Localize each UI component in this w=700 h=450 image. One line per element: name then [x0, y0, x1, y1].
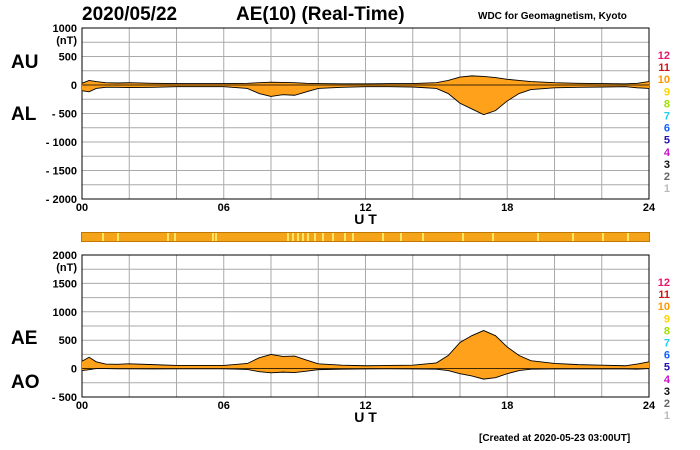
bottom-legend-station-1: 1 — [664, 410, 670, 422]
bottom-legend-station-5: 5 — [664, 362, 670, 374]
bottom-ae-line — [81, 330, 650, 367]
ao-label: AO — [11, 372, 40, 393]
top-ytick-label: - 500 — [52, 109, 77, 121]
bottom-legend-station-4: 4 — [664, 374, 671, 386]
bottom-legend-station-6: 6 — [664, 350, 670, 362]
top-xaxis-label: U T — [354, 211, 377, 227]
bottom-frame — [81, 254, 650, 398]
bottom-legend-station-10: 10 — [658, 301, 670, 313]
top-legend-station-3: 3 — [664, 159, 670, 171]
bottom-ytick-label: 1500 — [53, 278, 77, 290]
top-xtick-label: 00 — [76, 202, 88, 214]
top-ytick-label: - 2000 — [46, 194, 77, 206]
bottom-legend-station-11: 11 — [658, 289, 670, 301]
au-al-chart: 1000 500 0 - 500 - 1000 - 1500 - 2000 (nT) 00 06 1… — [46, 23, 671, 227]
top-xtick-label: 12 — [359, 202, 371, 214]
ae-label: AE — [11, 328, 38, 349]
top-ytick-label: 0 — [71, 80, 77, 92]
al-label: AL — [11, 104, 37, 125]
bottom-legend-station-3: 3 — [664, 386, 670, 398]
top-legend-station-10: 10 — [658, 74, 670, 86]
bottom-legend-station-12: 12 — [658, 277, 670, 289]
top-ytick-label: - 1500 — [46, 166, 77, 178]
bottom-legend-station-7: 7 — [664, 338, 670, 350]
top-legend-station-6: 6 — [664, 123, 670, 135]
bottom-ytick-label: 1000 — [53, 307, 77, 319]
bottom-xtick-label: 06 — [218, 400, 230, 412]
top-ytick-label: 1000 — [53, 23, 77, 35]
bottom-legend-station-9: 9 — [664, 313, 670, 325]
top-legend-station-2: 2 — [664, 171, 670, 183]
created-timestamp: [Created at 2020-05-23 03:00UT] — [479, 433, 631, 444]
top-xtick-label: 18 — [501, 202, 513, 214]
data-source: WDC for Geomagnetism, Kyoto — [478, 11, 627, 22]
chart-date: 2020/05/22 — [82, 4, 178, 25]
bottom-ytick-label: 2000 — [53, 250, 77, 262]
bottom-xtick-label: 18 — [501, 400, 513, 412]
top-au-line — [81, 75, 650, 85]
bottom-unit-label: (nT) — [56, 262, 77, 274]
chart-title: AE(10) (Real-Time) — [236, 4, 405, 25]
top-legend-station-8: 8 — [664, 98, 670, 110]
top-al-line — [81, 86, 650, 116]
bottom-xtick-label: 12 — [359, 400, 371, 412]
bottom-legend-station-2: 2 — [664, 398, 670, 410]
top-legend-station-11: 11 — [658, 62, 670, 74]
top-unit-label: (nT) — [56, 35, 77, 47]
top-frame — [81, 27, 650, 200]
top-legend-station-4: 4 — [664, 147, 671, 159]
bottom-ytick-label: 500 — [59, 335, 77, 347]
data-quality-stripe — [81, 232, 650, 242]
top-legend-station-7: 7 — [664, 111, 670, 123]
top-legend-station-12: 12 — [658, 50, 670, 62]
bottom-xtick-label: 00 — [76, 400, 88, 412]
bottom-ytick-label: 0 — [71, 364, 77, 376]
bottom-fill-area — [82, 330, 649, 380]
top-xtick-label: 06 — [218, 202, 230, 214]
top-fill-area — [82, 75, 649, 115]
bottom-xtick-label: 24 — [643, 400, 656, 412]
top-legend-station-1: 1 — [664, 183, 670, 195]
bottom-xaxis-label: U T — [354, 409, 377, 425]
au-label: AU — [11, 52, 39, 73]
bottom-legend-station-8: 8 — [664, 325, 670, 337]
top-legend-station-9: 9 — [664, 86, 670, 98]
top-ytick-label: - 1000 — [46, 137, 77, 149]
top-xtick-label: 24 — [643, 202, 656, 214]
bottom-ytick-label: - 500 — [52, 392, 77, 404]
top-legend-station-5: 5 — [664, 135, 670, 147]
top-ytick-label: 500 — [59, 52, 77, 64]
